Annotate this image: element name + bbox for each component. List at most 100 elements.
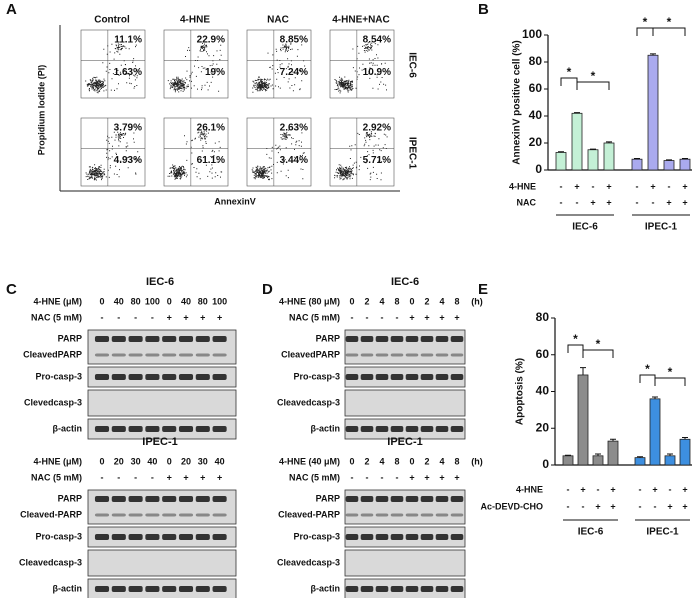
quadrant-value: 4.93% — [114, 155, 142, 166]
band — [195, 426, 210, 432]
treatment-sign: + — [606, 197, 611, 207]
band — [375, 426, 389, 432]
bar — [634, 457, 646, 466]
significance-mark: * — [567, 65, 572, 79]
bar — [562, 455, 574, 466]
band-label: β-actin — [311, 423, 341, 433]
lane-sign: + — [217, 472, 222, 482]
treatment-label: 4-HNE (μM) — [33, 456, 82, 466]
band — [375, 513, 389, 517]
band-label: Pro-casp-3 — [35, 371, 82, 381]
column-header: NAC — [267, 15, 289, 26]
band — [450, 353, 464, 357]
lane-sign: + — [424, 472, 429, 482]
band-label: PARP — [58, 333, 82, 343]
bar — [592, 455, 604, 466]
band — [111, 426, 126, 432]
flow-plot — [246, 117, 312, 187]
band — [195, 513, 210, 517]
bar — [679, 158, 691, 171]
lane-label: 0 — [409, 296, 414, 306]
blot-title: IPEC-1 — [387, 436, 422, 448]
band — [111, 586, 126, 592]
row-label: IPEC-1 — [406, 137, 417, 170]
error-bar — [650, 53, 656, 56]
lane-sign: + — [183, 312, 188, 322]
significance-bracket — [576, 81, 610, 90]
y-tick-label: 60 — [536, 347, 550, 361]
lane-sign: + — [454, 312, 459, 322]
column-header: Control — [94, 15, 130, 26]
band — [405, 374, 419, 380]
band — [390, 586, 404, 592]
treatment-sign: - — [654, 501, 657, 511]
lane-label: 4 — [379, 456, 384, 466]
lane-sign: - — [366, 312, 369, 322]
scatter-dots — [251, 129, 305, 181]
y-tick-label: 0 — [535, 162, 542, 176]
lane-sign: + — [454, 472, 459, 482]
treatment-label: 4-HNE (80 μM) — [279, 296, 340, 306]
band — [94, 513, 110, 517]
lane-sign: - — [151, 312, 154, 322]
treatment-label: NAC (5 mM) — [289, 472, 340, 482]
lane-label: 0 — [409, 456, 414, 466]
blot-title: IEC-6 — [146, 276, 174, 288]
error-bar — [634, 158, 640, 160]
axis-label: AnnexinV positive cell (%) — [512, 40, 523, 164]
axis-label: AnnexinV — [214, 196, 256, 206]
blot-box — [87, 389, 237, 417]
blot-box — [87, 526, 237, 548]
significance-mark: * — [573, 332, 578, 346]
band — [162, 496, 177, 502]
column-header: 4-HNE — [180, 15, 210, 26]
band — [111, 496, 126, 502]
scatter-dots — [85, 43, 138, 94]
quadrant-value: 2.92% — [363, 123, 391, 134]
band-label: Pro-casp-3 — [35, 531, 82, 541]
band — [195, 586, 210, 592]
band-label: PARP — [316, 333, 340, 343]
band — [345, 374, 359, 380]
panel-label: D — [262, 281, 273, 298]
group-label: IEC-6 — [578, 527, 604, 538]
band — [390, 496, 404, 502]
band — [111, 374, 126, 380]
significance-mark: * — [667, 15, 672, 29]
band — [128, 374, 143, 380]
y-tick-label: 60 — [529, 81, 543, 95]
band — [405, 353, 419, 357]
band — [145, 374, 160, 380]
bar — [663, 160, 675, 171]
y-tick-label: 40 — [529, 108, 543, 122]
treatment-sign: - — [560, 197, 563, 207]
unit-label: (h) — [471, 296, 483, 306]
panel-label: B — [478, 1, 489, 18]
panel-label: A — [6, 1, 17, 18]
band — [435, 513, 449, 517]
quadrant-value: 8.54% — [363, 35, 391, 46]
treatment-label: NAC (5 mM) — [289, 312, 340, 322]
unit-label: (h) — [471, 456, 483, 466]
quadrant-value: 8.85% — [280, 35, 308, 46]
significance-bracket — [636, 27, 654, 36]
significance-bracket — [582, 349, 614, 358]
treatment-sign: + — [652, 484, 657, 494]
band — [360, 374, 374, 380]
blot-box — [344, 549, 466, 577]
band — [94, 426, 110, 432]
band — [178, 586, 194, 592]
group-label: IPEC-1 — [645, 222, 678, 233]
lane-label: 2 — [364, 296, 369, 306]
band — [111, 513, 126, 517]
band — [375, 496, 389, 502]
band — [360, 534, 374, 540]
band — [360, 426, 374, 432]
treatment-label: 4-HNE (40 μM) — [279, 456, 340, 466]
error-bar — [637, 456, 643, 458]
band — [162, 534, 177, 540]
band — [178, 534, 194, 540]
band — [390, 336, 404, 342]
band — [145, 513, 160, 517]
lane-sign: + — [409, 472, 414, 482]
